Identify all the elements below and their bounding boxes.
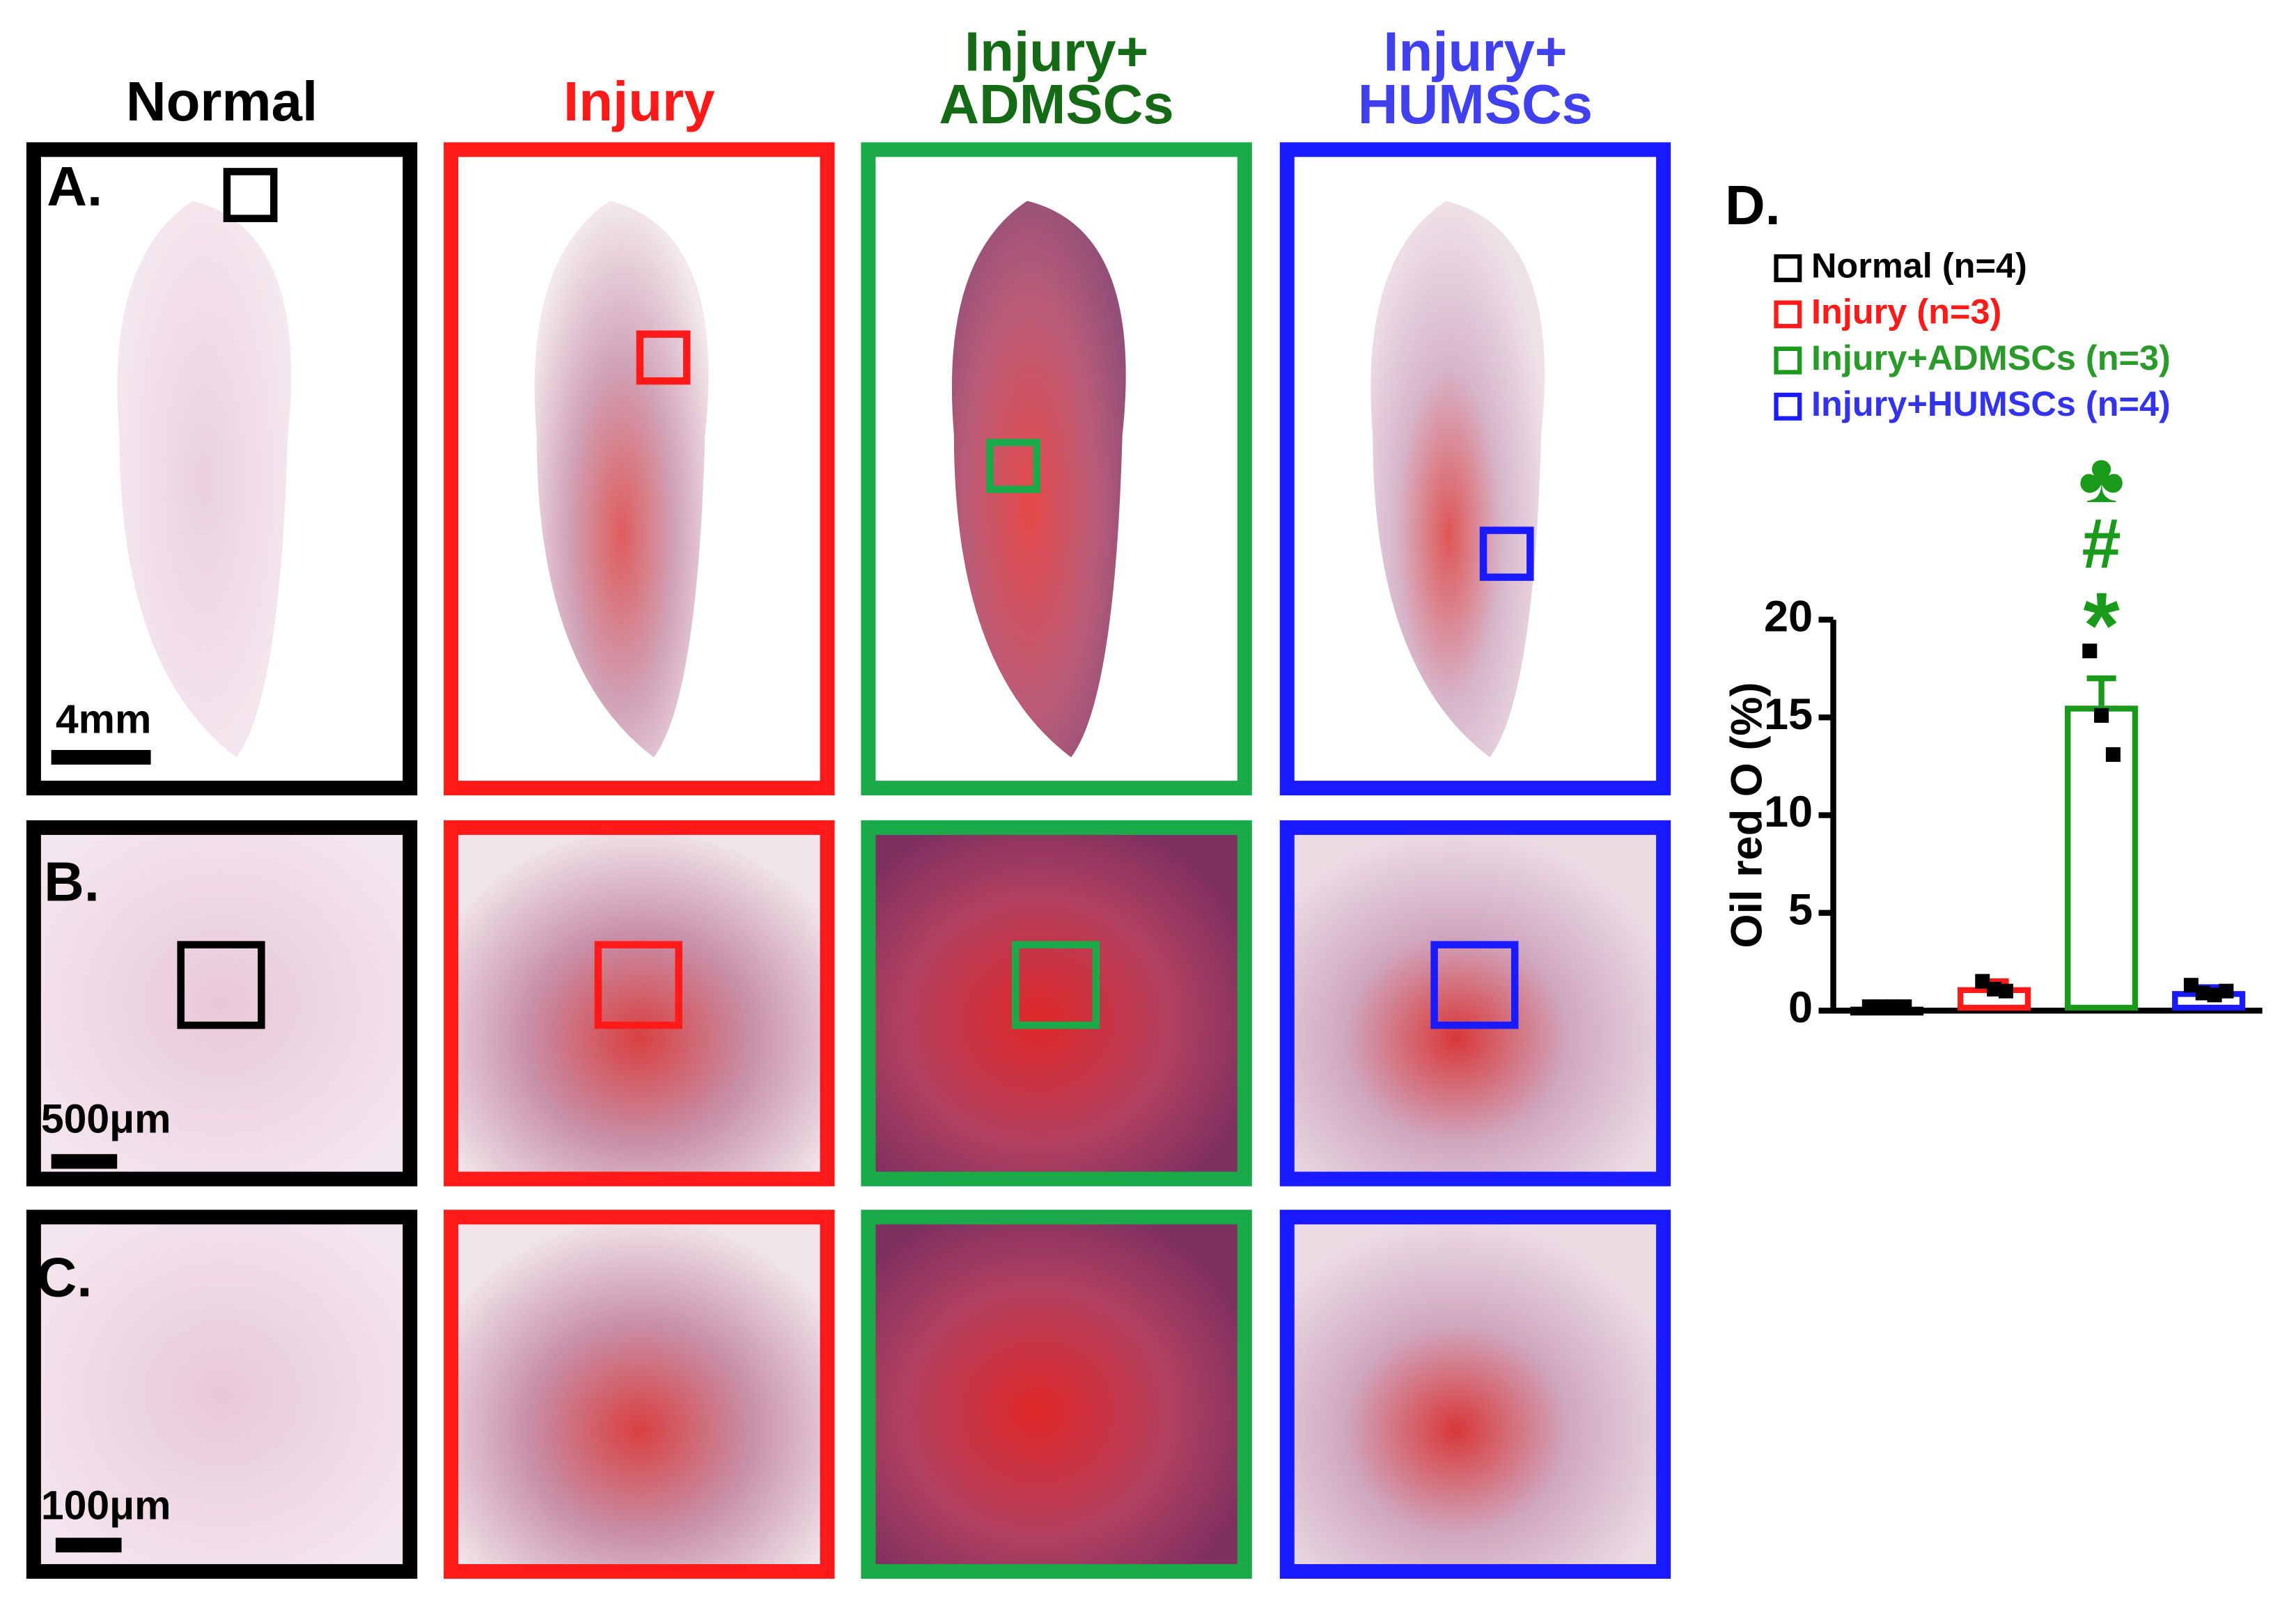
panel-label: B. <box>44 851 100 913</box>
legend-label: Injury+HUMSCs (n=4) <box>1811 384 2171 423</box>
bar <box>2065 705 2139 1011</box>
significance-mark: * <box>2083 572 2120 678</box>
panel-label: C. <box>37 1246 93 1308</box>
scale-bar <box>51 749 151 765</box>
panel-label: A. <box>47 155 102 217</box>
micrograph-frame <box>444 1210 835 1579</box>
y-tick-label: 20 <box>1764 592 1813 641</box>
data-point <box>2082 643 2098 659</box>
lung-section <box>117 201 292 758</box>
inset-box <box>594 941 682 1029</box>
inset-box <box>177 941 265 1029</box>
legend-swatch <box>1774 300 1802 329</box>
data-point <box>2105 747 2121 763</box>
legend-swatch <box>1774 392 1802 421</box>
data-point <box>1873 999 1889 1015</box>
data-point <box>1885 999 1900 1015</box>
column-header: Injury+ <box>1383 20 1567 82</box>
micrograph-frame <box>1279 820 1671 1187</box>
inset-box <box>1479 526 1534 581</box>
inset-box <box>636 330 691 385</box>
scale-bar-label: 500μm <box>41 1097 171 1142</box>
data-point <box>1897 999 1912 1015</box>
data-point <box>1861 999 1877 1015</box>
data-point <box>2207 987 2222 1003</box>
data-point <box>1998 983 2013 999</box>
legend-label: Normal (n=4) <box>1811 246 2027 286</box>
legend-label: Injury (n=3) <box>1811 292 2001 331</box>
y-tick-label: 5 <box>1788 886 1813 935</box>
micrograph-frame <box>26 820 418 1187</box>
panel-label: D. <box>1725 174 1781 236</box>
micrograph-frame <box>26 1210 418 1579</box>
micrograph-frame <box>861 820 1252 1187</box>
y-tick-label: 0 <box>1788 983 1813 1032</box>
inset-box <box>1011 941 1100 1029</box>
lung-section <box>1370 201 1545 758</box>
scale-bar <box>55 1538 122 1553</box>
micrograph-frame <box>444 820 835 1187</box>
micrograph-frame <box>861 1210 1252 1579</box>
scale-bar <box>51 1154 118 1169</box>
significance-mark: # <box>2082 506 2121 584</box>
y-tick-label: 10 <box>1764 788 1813 836</box>
significance-mark: ♣ <box>2078 439 2124 517</box>
column-header: ADMSCs <box>939 73 1173 135</box>
scale-bar-label: 100μm <box>41 1483 171 1529</box>
y-tick-label: 15 <box>1764 690 1813 739</box>
data-point <box>2094 708 2109 723</box>
column-header: Injury <box>563 70 715 132</box>
inset-box <box>1430 941 1519 1029</box>
data-point <box>1987 981 2002 997</box>
data-point <box>1975 974 1990 989</box>
legend-label: Injury+ADMSCs (n=3) <box>1811 338 2171 377</box>
inset-box <box>986 439 1040 493</box>
data-point <box>2195 985 2210 1001</box>
legend-swatch <box>1774 346 1802 375</box>
data-point <box>2219 983 2234 999</box>
column-header: Injury+ <box>965 20 1148 82</box>
inset-box <box>223 168 278 222</box>
data-point <box>2183 978 2199 993</box>
micrograph-frame <box>1279 1210 1671 1579</box>
y-axis-label: Oil red O (%) <box>1722 682 1771 948</box>
column-header: Normal <box>126 70 318 132</box>
scale-bar-label: 4mm <box>56 697 151 742</box>
lung-section <box>534 201 709 758</box>
legend-swatch <box>1774 254 1802 283</box>
column-header: HUMSCs <box>1358 73 1593 135</box>
